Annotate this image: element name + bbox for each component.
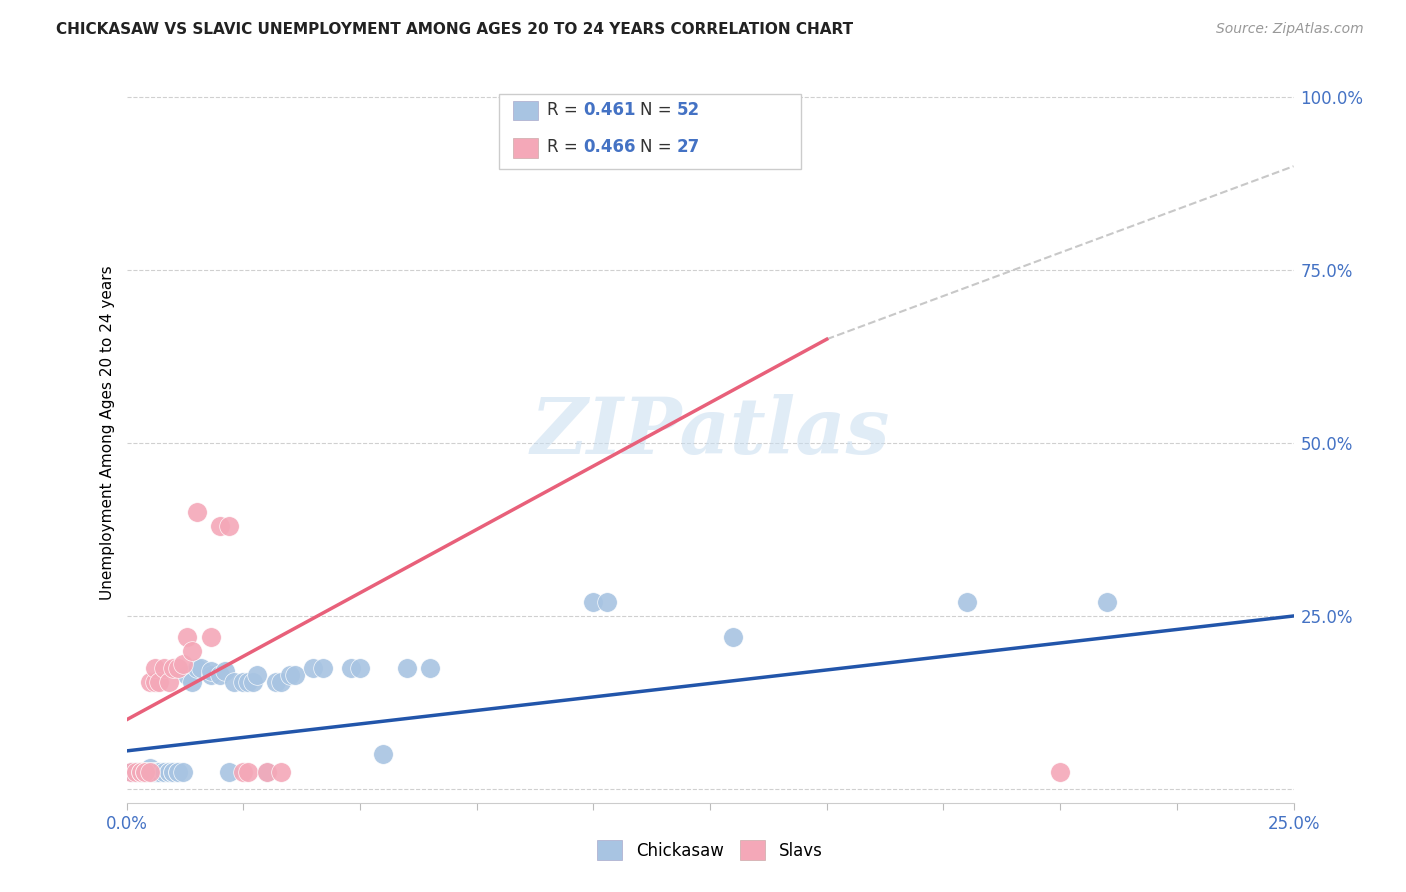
Point xyxy=(723,630,745,644)
Point xyxy=(129,764,152,779)
Point xyxy=(302,661,325,675)
Point xyxy=(200,667,222,681)
Point xyxy=(582,595,605,609)
Point xyxy=(311,661,333,675)
Point xyxy=(143,764,166,779)
Point xyxy=(596,595,619,609)
Point xyxy=(120,764,142,779)
Text: R =: R = xyxy=(547,138,583,156)
Point xyxy=(167,764,190,779)
Point xyxy=(246,667,269,681)
Text: CHICKASAW VS SLAVIC UNEMPLOYMENT AMONG AGES 20 TO 24 YEARS CORRELATION CHART: CHICKASAW VS SLAVIC UNEMPLOYMENT AMONG A… xyxy=(56,22,853,37)
Text: 52: 52 xyxy=(676,101,699,119)
Point xyxy=(148,764,170,779)
Point xyxy=(256,764,278,779)
Point xyxy=(186,505,208,519)
Point xyxy=(236,764,259,779)
Point xyxy=(1049,764,1071,779)
Point xyxy=(339,661,361,675)
Point xyxy=(270,764,292,779)
Text: ZIPatlas: ZIPatlas xyxy=(530,394,890,471)
Point xyxy=(395,661,418,675)
Point xyxy=(232,764,254,779)
Point xyxy=(190,661,212,675)
Point xyxy=(349,661,371,675)
Point xyxy=(222,674,245,689)
Point xyxy=(157,674,180,689)
Point xyxy=(172,657,194,672)
Point xyxy=(176,630,198,644)
Point xyxy=(218,764,240,779)
Text: N =: N = xyxy=(640,138,676,156)
Point xyxy=(162,764,184,779)
Point xyxy=(134,764,156,779)
Point xyxy=(200,665,222,679)
Point xyxy=(125,764,148,779)
Point xyxy=(157,764,180,779)
Point xyxy=(129,764,152,779)
Point xyxy=(186,661,208,675)
Point xyxy=(284,667,307,681)
Point xyxy=(167,661,190,675)
Point xyxy=(172,764,194,779)
Point xyxy=(236,674,259,689)
Point xyxy=(143,674,166,689)
Point xyxy=(264,674,287,689)
Point xyxy=(134,764,156,779)
Legend: Chickasaw, Slavs: Chickasaw, Slavs xyxy=(589,831,831,869)
Point xyxy=(256,764,278,779)
Point xyxy=(167,764,190,779)
Point xyxy=(139,674,162,689)
Text: 27: 27 xyxy=(676,138,700,156)
Point xyxy=(129,764,152,779)
Point xyxy=(125,764,148,779)
Point xyxy=(153,764,176,779)
Text: N =: N = xyxy=(640,101,676,119)
Point xyxy=(278,667,301,681)
Point xyxy=(134,764,156,779)
Point xyxy=(208,667,231,681)
Point xyxy=(139,764,162,779)
Point xyxy=(134,764,156,779)
Text: 0.461: 0.461 xyxy=(583,101,636,119)
Point xyxy=(139,761,162,775)
Point xyxy=(373,747,395,762)
Point xyxy=(200,630,222,644)
Point xyxy=(176,667,198,681)
Point xyxy=(148,764,170,779)
Point xyxy=(162,764,184,779)
Text: Source: ZipAtlas.com: Source: ZipAtlas.com xyxy=(1216,22,1364,37)
Point xyxy=(148,674,170,689)
Point xyxy=(242,674,264,689)
Point xyxy=(153,661,176,675)
Point xyxy=(270,674,292,689)
Point xyxy=(139,764,162,779)
Point xyxy=(214,665,236,679)
Point xyxy=(153,764,176,779)
Point xyxy=(1095,595,1118,609)
Point xyxy=(157,764,180,779)
Point xyxy=(143,661,166,675)
Text: R =: R = xyxy=(547,101,583,119)
Point xyxy=(129,764,152,779)
Point xyxy=(143,764,166,779)
Point xyxy=(956,595,979,609)
Point xyxy=(180,643,202,657)
Text: 0.466: 0.466 xyxy=(583,138,636,156)
Point xyxy=(218,519,240,533)
Point xyxy=(232,674,254,689)
Point xyxy=(419,661,441,675)
Point xyxy=(208,519,231,533)
Point xyxy=(180,674,202,689)
Point xyxy=(162,661,184,675)
Y-axis label: Unemployment Among Ages 20 to 24 years: Unemployment Among Ages 20 to 24 years xyxy=(100,265,115,600)
Point xyxy=(120,764,142,779)
